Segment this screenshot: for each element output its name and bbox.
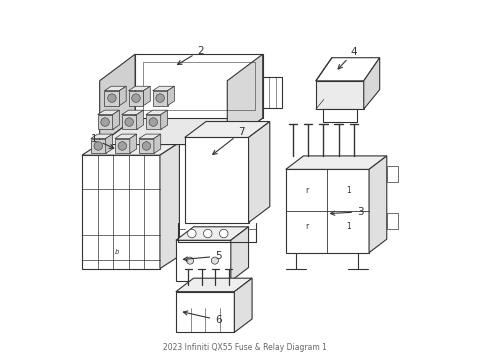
Polygon shape — [128, 86, 150, 91]
Text: 1: 1 — [346, 186, 351, 195]
Text: 2: 2 — [177, 46, 204, 64]
Polygon shape — [234, 278, 252, 332]
Polygon shape — [99, 118, 263, 145]
Text: 4: 4 — [338, 47, 358, 69]
Polygon shape — [128, 91, 144, 105]
Polygon shape — [168, 86, 174, 105]
Polygon shape — [115, 139, 130, 153]
Text: 2023 Infiniti QX55 Fuse & Relay Diagram 1: 2023 Infiniti QX55 Fuse & Relay Diagram … — [163, 343, 327, 352]
Polygon shape — [316, 58, 380, 81]
Circle shape — [156, 94, 164, 102]
Text: b: b — [115, 249, 119, 256]
Polygon shape — [153, 86, 174, 91]
Text: 3: 3 — [331, 207, 364, 217]
Polygon shape — [113, 110, 120, 130]
Circle shape — [118, 142, 126, 150]
Polygon shape — [130, 134, 137, 153]
Circle shape — [211, 257, 219, 264]
Polygon shape — [286, 156, 387, 169]
Polygon shape — [98, 110, 120, 114]
Polygon shape — [82, 155, 160, 269]
Polygon shape — [263, 77, 282, 108]
Polygon shape — [139, 139, 154, 153]
Text: 1: 1 — [91, 134, 114, 148]
Polygon shape — [122, 110, 144, 114]
Text: 7: 7 — [213, 127, 245, 154]
Polygon shape — [82, 143, 179, 155]
Polygon shape — [160, 143, 179, 269]
Text: 5: 5 — [183, 251, 222, 261]
Polygon shape — [286, 169, 369, 253]
Polygon shape — [99, 54, 135, 145]
Polygon shape — [137, 110, 144, 130]
Polygon shape — [146, 114, 161, 130]
Text: r: r — [305, 186, 308, 195]
Circle shape — [149, 118, 158, 126]
Polygon shape — [369, 156, 387, 253]
Polygon shape — [146, 110, 168, 114]
Polygon shape — [91, 134, 113, 139]
Polygon shape — [91, 139, 106, 153]
Polygon shape — [231, 227, 248, 281]
Circle shape — [188, 229, 196, 238]
Polygon shape — [122, 114, 137, 130]
Text: 6: 6 — [183, 311, 222, 325]
Polygon shape — [104, 86, 126, 91]
Polygon shape — [185, 122, 270, 138]
Polygon shape — [185, 138, 248, 222]
Polygon shape — [364, 58, 380, 109]
Circle shape — [108, 94, 116, 102]
Text: r: r — [305, 222, 308, 231]
Polygon shape — [161, 110, 168, 130]
Polygon shape — [323, 109, 357, 122]
Polygon shape — [115, 134, 137, 139]
Polygon shape — [387, 166, 398, 182]
Circle shape — [94, 142, 102, 150]
Polygon shape — [248, 122, 270, 222]
Circle shape — [203, 229, 212, 238]
Polygon shape — [106, 134, 113, 153]
Polygon shape — [144, 86, 150, 105]
Polygon shape — [139, 134, 161, 139]
Polygon shape — [176, 240, 231, 281]
Polygon shape — [316, 81, 364, 109]
Polygon shape — [104, 91, 120, 105]
Text: 1: 1 — [346, 222, 351, 231]
Polygon shape — [387, 213, 398, 229]
Polygon shape — [176, 292, 234, 332]
Circle shape — [142, 142, 151, 150]
Circle shape — [132, 94, 140, 102]
Circle shape — [187, 257, 194, 264]
Polygon shape — [120, 86, 126, 105]
Polygon shape — [153, 91, 168, 105]
Polygon shape — [227, 54, 263, 145]
Circle shape — [101, 118, 109, 126]
Circle shape — [125, 118, 133, 126]
Polygon shape — [135, 54, 263, 118]
Circle shape — [220, 229, 228, 238]
Polygon shape — [176, 278, 252, 292]
Polygon shape — [154, 134, 161, 153]
Polygon shape — [176, 227, 248, 240]
Polygon shape — [98, 114, 113, 130]
